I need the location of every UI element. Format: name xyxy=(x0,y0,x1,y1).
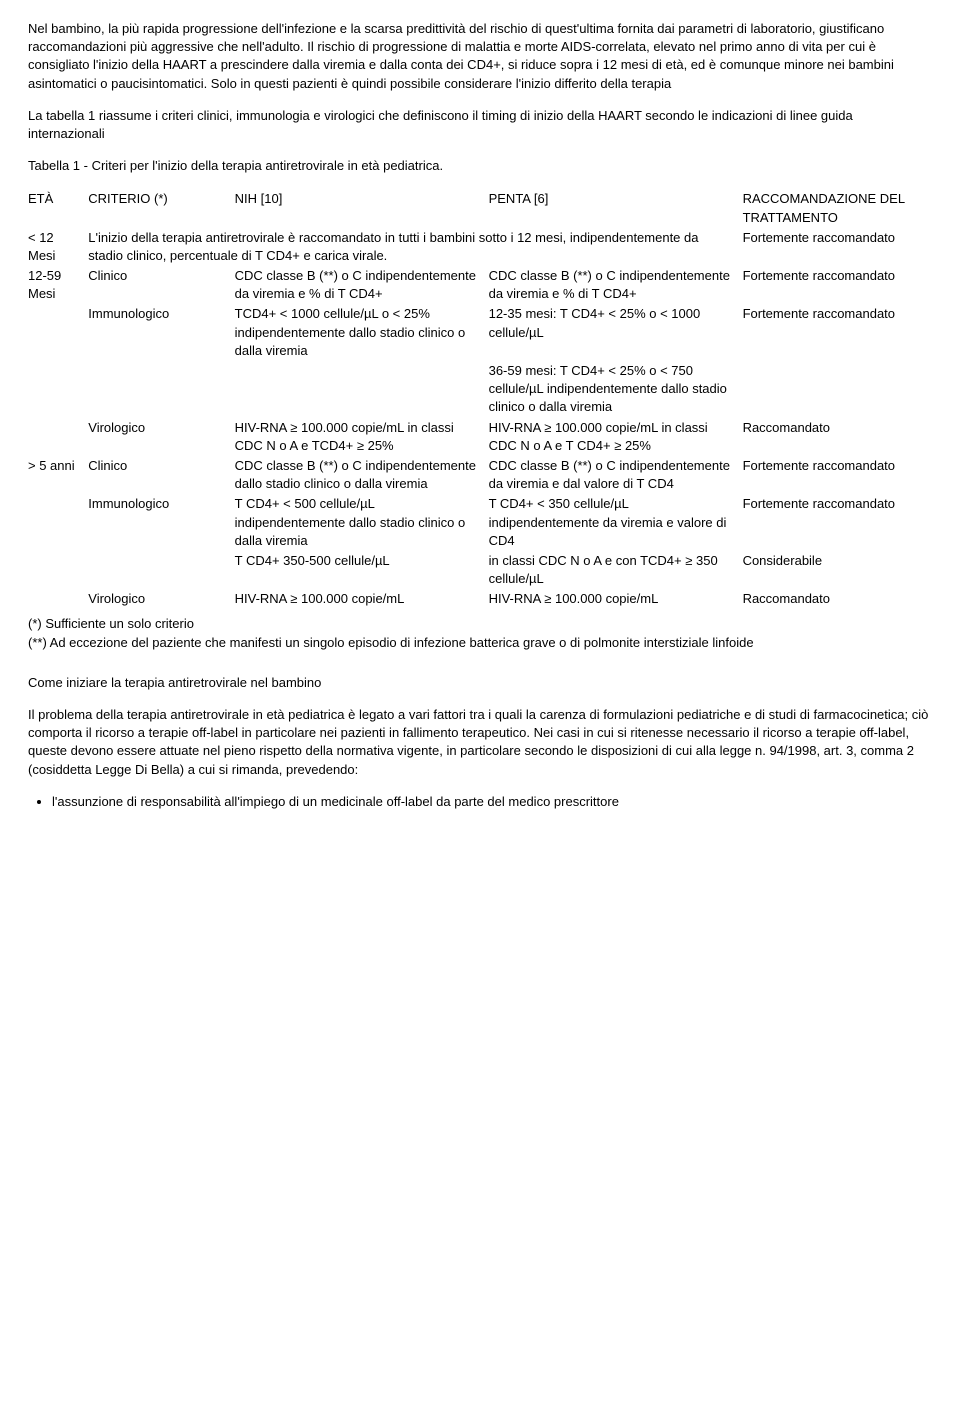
table-row: < 12 Mesi L'inizio della terapia antiret… xyxy=(28,228,932,266)
table-row: 36-59 mesi: T CD4+ < 25% o < 750 cellule… xyxy=(28,361,932,418)
cell-eta xyxy=(28,551,88,589)
cell-eta: 12-59 Mesi xyxy=(28,266,88,304)
cell-crit: Clinico xyxy=(88,456,234,494)
cell-eta xyxy=(28,494,88,551)
cell-eta xyxy=(28,589,88,609)
th-racc: RACCOMANDAZIONE DEL TRATTAMENTO xyxy=(743,189,932,227)
cell-penta: HIV-RNA ≥ 100.000 copie/mL in classi CDC… xyxy=(489,418,743,456)
cell-nih: HIV-RNA ≥ 100.000 copie/mL xyxy=(235,589,489,609)
cell-racc: Raccomandato xyxy=(743,418,932,456)
cell-racc: Fortemente raccomandato xyxy=(743,266,932,304)
cell-penta: CDC classe B (**) o C indipendentemente … xyxy=(489,266,743,304)
cell-nih: CDC classe B (**) o C indipendentemente … xyxy=(235,266,489,304)
criteria-table: ETÀ CRITERIO (*) NIH [10] PENTA [6] RACC… xyxy=(28,189,932,609)
intro-paragraph-2: La tabella 1 riassume i criteri clinici,… xyxy=(28,107,932,143)
cell-penta: CDC classe B (**) o C indipendentemente … xyxy=(489,456,743,494)
th-nih: NIH [10] xyxy=(235,189,489,227)
cell-nih: T CD4+ < 500 cellule/µL indipendentement… xyxy=(235,494,489,551)
cell-crit: Immunologico xyxy=(88,304,234,361)
cell-racc: Fortemente raccomandato xyxy=(743,456,932,494)
footnote-2: (**) Ad eccezione del paziente che manif… xyxy=(28,634,932,652)
cell-racc xyxy=(743,361,932,418)
cell-crit: Immunologico xyxy=(88,494,234,551)
cell-racc: Considerabile xyxy=(743,551,932,589)
cell-nih: T CD4+ 350-500 cellule/µL xyxy=(235,551,489,589)
cell-racc: Fortemente raccomandato xyxy=(743,228,932,266)
cell-body: L'inizio della terapia antiretrovirale è… xyxy=(88,228,742,266)
cell-nih: CDC classe B (**) o C indipendentemente … xyxy=(235,456,489,494)
cell-crit xyxy=(88,361,234,418)
cell-racc: Fortemente raccomandato xyxy=(743,304,932,361)
cell-penta: 12-35 mesi: T CD4+ < 25% o < 1000 cellul… xyxy=(489,304,743,361)
table-row: Immunologico T CD4+ < 500 cellule/µL ind… xyxy=(28,494,932,551)
footnote-1: (*) Sufficiente un solo criterio xyxy=(28,615,932,633)
cell-crit: Virologico xyxy=(88,418,234,456)
cell-eta xyxy=(28,361,88,418)
cell-crit: Clinico xyxy=(88,266,234,304)
table-row: > 5 anni Clinico CDC classe B (**) o C i… xyxy=(28,456,932,494)
table-row: 12-59 Mesi Clinico CDC classe B (**) o C… xyxy=(28,266,932,304)
cell-crit xyxy=(88,551,234,589)
cell-eta xyxy=(28,304,88,361)
cell-penta: in classi CDC N o A e con TCD4+ ≥ 350 ce… xyxy=(489,551,743,589)
cell-nih: HIV-RNA ≥ 100.000 copie/mL in classi CDC… xyxy=(235,418,489,456)
table-header-row: ETÀ CRITERIO (*) NIH [10] PENTA [6] RACC… xyxy=(28,189,932,227)
th-crit: CRITERIO (*) xyxy=(88,189,234,227)
table-row: T CD4+ 350-500 cellule/µL in classi CDC … xyxy=(28,551,932,589)
table-caption: Tabella 1 - Criteri per l'inizio della t… xyxy=(28,157,932,175)
cell-eta: < 12 Mesi xyxy=(28,228,88,266)
cell-racc: Raccomandato xyxy=(743,589,932,609)
cell-nih: TCD4+ < 1000 cellule/µL o < 25% indipend… xyxy=(235,304,489,361)
cell-racc: Fortemente raccomandato xyxy=(743,494,932,551)
cell-penta: T CD4+ < 350 cellule/µL indipendentement… xyxy=(489,494,743,551)
cell-crit: Virologico xyxy=(88,589,234,609)
cell-eta xyxy=(28,418,88,456)
intro-paragraph-1: Nel bambino, la più rapida progressione … xyxy=(28,20,932,93)
table-row: Immunologico TCD4+ < 1000 cellule/µL o <… xyxy=(28,304,932,361)
table-row: Virologico HIV-RNA ≥ 100.000 copie/mL in… xyxy=(28,418,932,456)
th-eta: ETÀ xyxy=(28,189,88,227)
cell-eta: > 5 anni xyxy=(28,456,88,494)
section-heading: Come iniziare la terapia antiretrovirale… xyxy=(28,674,932,692)
cell-penta: HIV-RNA ≥ 100.000 copie/mL xyxy=(489,589,743,609)
cell-nih xyxy=(235,361,489,418)
th-penta: PENTA [6] xyxy=(489,189,743,227)
cell-penta: 36-59 mesi: T CD4+ < 25% o < 750 cellule… xyxy=(489,361,743,418)
section-body: Il problema della terapia antiretroviral… xyxy=(28,706,932,779)
bullet-list: l'assunzione di responsabilità all'impie… xyxy=(28,793,932,811)
list-item: l'assunzione di responsabilità all'impie… xyxy=(52,793,932,811)
table-row: Virologico HIV-RNA ≥ 100.000 copie/mL HI… xyxy=(28,589,932,609)
